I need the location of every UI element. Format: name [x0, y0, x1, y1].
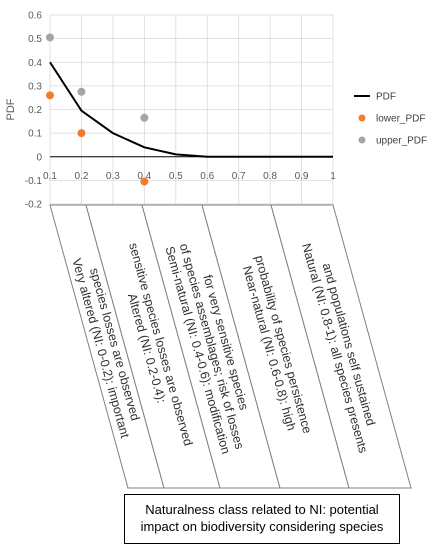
x-tick-label: 0.3 [106, 171, 120, 182]
x-tick-label: 0.9 [295, 171, 309, 182]
x-tick-labels: 0.1 0.2 0.3 0.4 0.5 0.6 0.7 0.8 0.9 1 [43, 171, 336, 182]
y-tick-label: -0.2 [25, 200, 43, 211]
point-lower-pdf [46, 91, 54, 100]
y-tick-label: 0.5 [28, 34, 42, 45]
naturalness-classes: Very altered (NI: 0-0.2): importantspeci… [49, 204, 412, 489]
y-tick-labels: 0.6 0.5 0.4 0.3 0.2 0.1 0 -0.1 -0.2 [25, 11, 43, 211]
point-lower-pdf [140, 177, 149, 186]
y-tick-label: 0.3 [28, 81, 42, 92]
caption-line-1: Naturalness class related to NI: potenti… [145, 502, 379, 517]
legend-label: lower_PDF [376, 114, 425, 125]
plot-series [46, 33, 333, 186]
x-tick-label: 0.1 [43, 171, 57, 182]
y-tick-label: 0.4 [28, 58, 42, 69]
point-upper-pdf [46, 33, 54, 42]
class-box-5 [270, 204, 412, 489]
point-lower-pdf [77, 129, 86, 138]
y-axis-label: PDF [5, 98, 17, 120]
x-tick-label: 0.8 [263, 171, 277, 182]
caption-line-2: impact on biodiversity considering speci… [140, 519, 384, 534]
legend: PDF lower_PDF upper_PDF [354, 92, 427, 147]
x-tick-label: 0.4 [137, 171, 151, 182]
point-upper-pdf [77, 87, 86, 96]
x-tick-label: 0.2 [74, 171, 88, 182]
y-tick-label: -0.1 [25, 176, 43, 187]
legend-swatch-lower-pdf [358, 114, 366, 122]
x-tick-label: 0.6 [200, 171, 214, 182]
x-tick-label: 0.7 [232, 171, 246, 182]
y-tick-label: 0.2 [28, 105, 42, 116]
point-upper-pdf [140, 113, 149, 122]
series-line-pdf [49, 61, 333, 158]
x-tick-label: 1 [330, 171, 336, 182]
legend-label: PDF [376, 92, 396, 103]
legend-swatch-upper-pdf [358, 136, 366, 144]
y-tick-label: 0 [36, 152, 42, 163]
x-tick-label: 0.5 [169, 171, 183, 182]
gridlines [49, 14, 334, 205]
y-tick-label: 0.1 [28, 129, 42, 140]
y-tick-label: 0.6 [28, 11, 42, 22]
caption-box: Naturalness class related to NI: potenti… [124, 494, 400, 544]
legend-label: upper_PDF [376, 136, 427, 147]
